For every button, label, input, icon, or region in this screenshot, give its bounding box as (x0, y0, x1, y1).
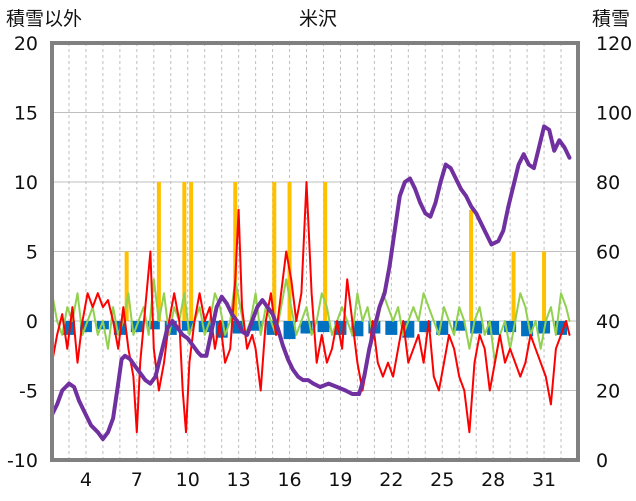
y-left-axis-title: 積雪以外 (6, 8, 82, 30)
x-ticks: 4 7 10 13 16 19 22 25 28 31 (80, 469, 556, 491)
x-tick-label: 28 (481, 469, 505, 491)
chart-title: 米沢 (299, 8, 337, 30)
y-right-axis-title: 積雪 (592, 8, 630, 30)
temp_red-line (51, 181, 571, 434)
y-right-tick-label: 60 (596, 242, 620, 264)
bar_blue-bar (419, 321, 432, 333)
bar_yellow-bar (287, 182, 292, 321)
x-tick-label: 13 (227, 469, 251, 491)
bar_yellow-bar (511, 251, 516, 321)
temp_green-line (51, 278, 571, 364)
x-tick-label: 25 (430, 469, 454, 491)
bar_blue-bar (283, 321, 296, 340)
y-left-tick-label: 10 (14, 172, 38, 194)
bar_yellow-bar (542, 251, 547, 321)
snow_depth-line (50, 124, 572, 442)
y-right-tick-label: 100 (596, 103, 632, 125)
bar_yellow-bar (182, 182, 187, 321)
x-tick-label: 10 (176, 469, 200, 491)
y-right-tick-label: 80 (596, 172, 620, 194)
bar_yellow-bar (469, 209, 474, 321)
bar_blue-bar (198, 321, 211, 333)
y-right-tick-label: 120 (596, 33, 632, 55)
series-lines (50, 124, 572, 442)
x-tick-label: 31 (532, 469, 556, 491)
bar_blue-bar (385, 321, 398, 335)
x-tick-label: 7 (131, 469, 143, 491)
y-left-tick-label: -5 (19, 381, 38, 403)
y-left-tick-label: -10 (7, 450, 38, 472)
y-right-tick-label: 0 (596, 450, 608, 472)
bar_yellow-bar (272, 182, 277, 321)
y-right-tick-label: 20 (596, 381, 620, 403)
y-left-tick-label: 20 (14, 33, 38, 55)
bar_yellow-bar (156, 182, 161, 321)
bar_blue-bar (317, 321, 330, 333)
plot-frame (50, 41, 580, 462)
x-tick-label: 16 (277, 469, 301, 491)
bar_yellow-bar (124, 251, 129, 321)
y-left-tick-label: 15 (14, 103, 38, 125)
y-right-tick-label: 40 (596, 311, 620, 333)
bar_blue-bar (504, 321, 517, 333)
y-left-ticks: 20 15 10 5 0 -5 -10 (7, 33, 38, 472)
bar_yellow-bar (233, 182, 238, 321)
y-left-tick-label: 5 (26, 242, 38, 264)
bar_yellow-bar (189, 182, 194, 321)
bar_yellow-bar (323, 182, 328, 321)
bar_blue-bar (453, 321, 466, 331)
x-tick-label: 22 (379, 469, 403, 491)
bars (62, 182, 568, 340)
grid (51, 42, 579, 461)
y-right-ticks: 120 100 80 60 40 20 0 (596, 33, 632, 472)
x-tick-label: 4 (80, 469, 92, 491)
y-left-tick-label: 0 (26, 311, 38, 333)
x-tick-label: 19 (328, 469, 352, 491)
bar_blue-bar (249, 321, 262, 331)
